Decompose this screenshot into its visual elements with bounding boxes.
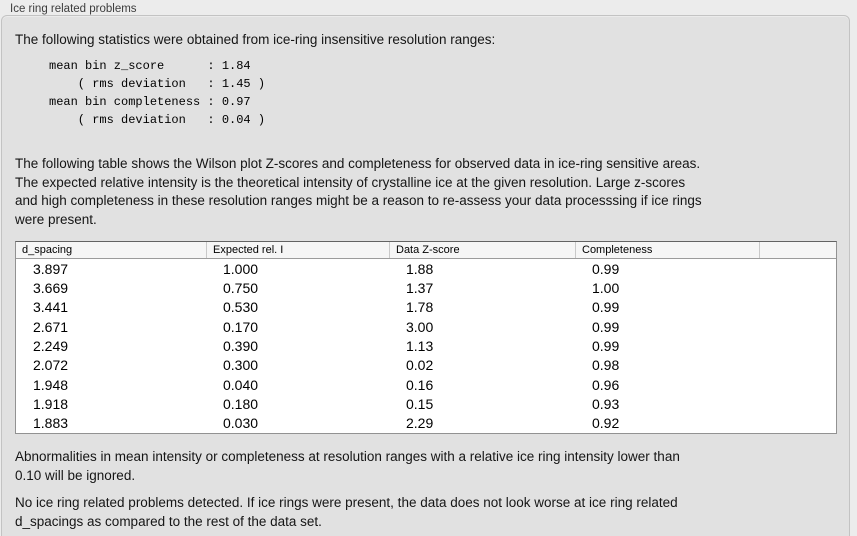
text-line: 0.10 will be ignored. bbox=[15, 467, 136, 483]
cell-d-spacing: 1.883 bbox=[33, 415, 69, 432]
cell-expected-rel-i: 0.300 bbox=[223, 357, 259, 374]
cell-expected-rel-i: 0.040 bbox=[223, 376, 259, 393]
intro-text: The following statistics were obtained f… bbox=[15, 32, 496, 47]
cell-data-z-score: 1.37 bbox=[406, 279, 434, 296]
cell-data-z-score: 3.00 bbox=[406, 318, 434, 335]
cell-d-spacing: 1.948 bbox=[33, 376, 69, 393]
column-header-expected-rel-i[interactable]: Expected rel. I bbox=[206, 242, 389, 258]
text-line: were present. bbox=[15, 211, 97, 227]
cell-d-spacing: 2.249 bbox=[33, 337, 69, 354]
text-line: and high completeness in these resolutio… bbox=[15, 193, 702, 208]
cell-expected-rel-i: 1.000 bbox=[223, 260, 259, 277]
text-line: The expected relative intensity is the t… bbox=[15, 174, 686, 190]
table-row[interactable]: 1.948 0.040 0.16 0.96 bbox=[16, 375, 836, 394]
table-row[interactable]: 3.441 0.530 1.78 0.99 bbox=[16, 298, 836, 317]
table-row[interactable]: 2.249 0.390 1.13 0.99 bbox=[16, 336, 836, 355]
cell-completeness: 0.99 bbox=[592, 318, 620, 335]
cell-expected-rel-i: 0.180 bbox=[223, 395, 259, 412]
conclusion-note: No ice ring related problems detected. I… bbox=[15, 494, 678, 531]
table-row[interactable]: 1.918 0.180 0.15 0.93 bbox=[16, 394, 836, 413]
column-header-completeness[interactable]: Completeness bbox=[575, 242, 759, 258]
cell-d-spacing: 3.897 bbox=[33, 260, 69, 277]
table-row[interactable]: 3.897 1.000 1.88 0.99 bbox=[16, 259, 836, 278]
cell-data-z-score: 1.13 bbox=[406, 337, 434, 354]
cell-d-spacing: 3.441 bbox=[33, 299, 69, 316]
table-row[interactable]: 1.883 0.030 2.29 0.92 bbox=[16, 414, 836, 433]
cell-expected-rel-i: 0.030 bbox=[223, 415, 259, 432]
abnormalities-note: Abnormalities in mean intensity or compl… bbox=[15, 448, 680, 485]
cell-d-spacing: 2.671 bbox=[33, 318, 69, 335]
text-line: Abnormalities in mean intensity or compl… bbox=[15, 449, 680, 464]
cell-completeness: 0.99 bbox=[592, 299, 620, 316]
cell-expected-rel-i: 0.390 bbox=[223, 337, 259, 354]
cell-d-spacing: 3.669 bbox=[33, 279, 69, 296]
cell-completeness: 0.93 bbox=[592, 395, 620, 412]
cell-completeness: 1.00 bbox=[592, 279, 620, 296]
ice-ring-table[interactable]: d_spacing Expected rel. I Data Z-score C… bbox=[15, 241, 837, 434]
column-header-d-spacing[interactable]: d_spacing bbox=[22, 244, 73, 256]
table-row[interactable]: 2.671 0.170 3.00 0.99 bbox=[16, 317, 836, 336]
cell-data-z-score: 2.29 bbox=[406, 415, 434, 432]
cell-data-z-score: 1.88 bbox=[406, 260, 434, 277]
cell-completeness: 0.98 bbox=[592, 357, 620, 374]
table-body: 3.897 1.000 1.88 0.99 3.669 0.750 1.37 1… bbox=[16, 259, 836, 433]
panel-title: Ice ring related problems bbox=[10, 3, 137, 15]
cell-completeness: 0.92 bbox=[592, 415, 620, 432]
cell-data-z-score: 0.16 bbox=[406, 376, 434, 393]
text-line: The following table shows the Wilson plo… bbox=[15, 156, 701, 171]
cell-data-z-score: 1.78 bbox=[406, 299, 434, 316]
cell-d-spacing: 1.918 bbox=[33, 395, 69, 412]
table-row[interactable]: 3.669 0.750 1.37 1.00 bbox=[16, 278, 836, 297]
cell-data-z-score: 0.15 bbox=[406, 395, 434, 412]
cell-d-spacing: 2.072 bbox=[33, 357, 69, 374]
cell-expected-rel-i: 0.170 bbox=[223, 318, 259, 335]
text-line: No ice ring related problems detected. I… bbox=[15, 495, 678, 510]
table-description: The following table shows the Wilson plo… bbox=[15, 155, 702, 229]
cell-completeness: 0.96 bbox=[592, 376, 620, 393]
cell-expected-rel-i: 0.750 bbox=[223, 279, 259, 296]
cell-data-z-score: 0.02 bbox=[406, 357, 434, 374]
text-line: d_spacings as compared to the rest of th… bbox=[15, 513, 322, 529]
cell-expected-rel-i: 0.530 bbox=[223, 299, 259, 316]
ice-ring-panel: The following statistics were obtained f… bbox=[1, 15, 850, 536]
column-header-empty bbox=[759, 242, 836, 258]
stats-block: mean bin z_score : 1.84 ( rms deviation … bbox=[49, 59, 266, 127]
cell-completeness: 0.99 bbox=[592, 260, 620, 277]
table-row[interactable]: 2.072 0.300 0.02 0.98 bbox=[16, 356, 836, 375]
table-header-row: d_spacing Expected rel. I Data Z-score C… bbox=[16, 242, 836, 259]
column-header-data-z-score[interactable]: Data Z-score bbox=[389, 242, 575, 258]
cell-completeness: 0.99 bbox=[592, 337, 620, 354]
